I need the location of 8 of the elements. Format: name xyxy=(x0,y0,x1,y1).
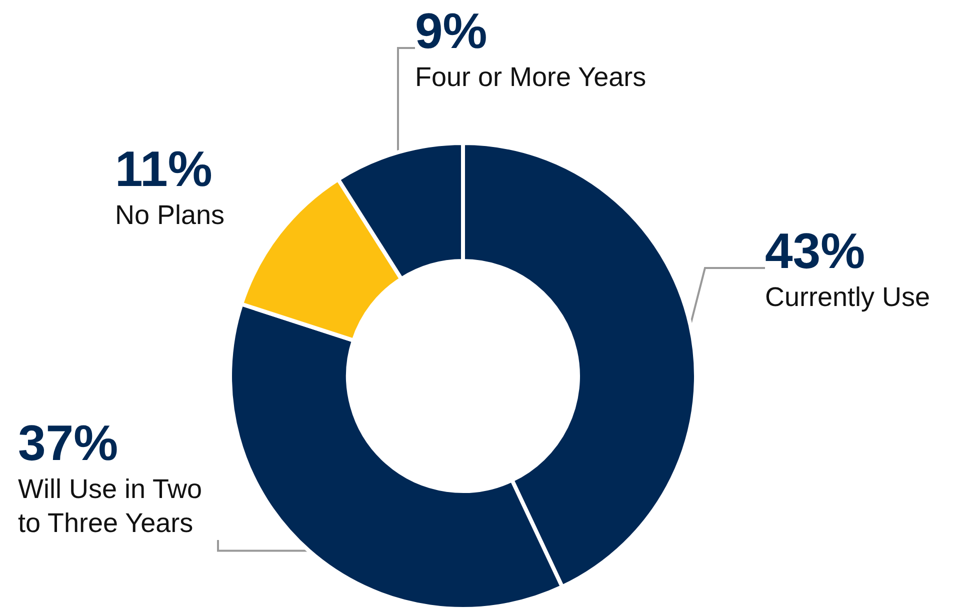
slice-label: Four or More Years xyxy=(415,62,646,92)
slice-label: Will Use in Two to Three Years xyxy=(18,474,202,538)
data-label: 37% xyxy=(18,415,118,471)
slice-label: No Plans xyxy=(115,200,225,230)
data-label: 9% xyxy=(415,3,488,59)
data-label: 11% xyxy=(115,141,212,197)
slice-label: Currently Use xyxy=(765,282,930,312)
data-label: 43% xyxy=(765,223,866,279)
